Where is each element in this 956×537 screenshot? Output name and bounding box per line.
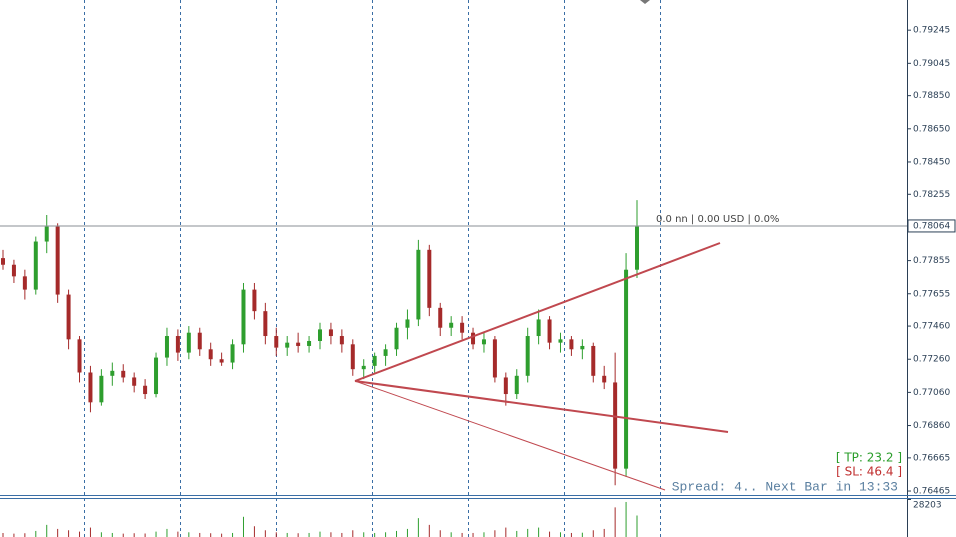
status-text: Spread: 4.. Next Bar in 13:33 [672, 479, 898, 494]
candle-body [558, 339, 563, 343]
candle-body [110, 370, 115, 376]
candle-body [186, 332, 191, 353]
y-tick-label: 0.77655 [913, 289, 950, 299]
tp-label: [ TP: 23.2 ] [836, 451, 902, 465]
plot: 0.79245 0.79045 0.78850 0.78650 0.78450 0.782… [0, 26, 956, 537]
y-tick-label: 0.76465 [913, 487, 950, 497]
candle-body [99, 375, 104, 403]
candle-body [252, 289, 257, 312]
candle-body [372, 355, 377, 366]
candle-body [197, 332, 202, 350]
y-tick-label: 0.77260 [913, 355, 950, 365]
candle-body [318, 329, 322, 341]
candle-body [525, 336, 530, 376]
candle-body [77, 339, 82, 373]
candle-body [307, 340, 312, 346]
candle-body [405, 319, 410, 328]
candle-body [514, 375, 519, 395]
candle-body [33, 241, 38, 290]
candle-body [427, 249, 432, 308]
trendline [354, 242, 721, 382]
candle-body [88, 372, 93, 403]
candle-body [55, 226, 60, 295]
candle-body [175, 336, 180, 353]
last-price-box [907, 219, 956, 233]
candle-body [460, 322, 465, 333]
candle-body [350, 344, 355, 370]
candle-body [383, 349, 388, 356]
candle-body [503, 377, 508, 395]
candle-body [143, 385, 148, 395]
candle-body [154, 357, 159, 395]
candle-body [219, 359, 224, 363]
candle-body [481, 339, 486, 345]
candle-body [580, 345, 585, 350]
trendlines [354, 242, 729, 491]
candle-body [339, 336, 344, 345]
y-tick-label: 0.77855 [913, 256, 950, 266]
y-tick-label: 0.76860 [913, 421, 950, 431]
candle-body [635, 226, 639, 270]
y-tick-label: 0.79245 [913, 26, 950, 36]
candle-body [44, 226, 49, 242]
candle-body [11, 264, 16, 277]
candle-body [613, 382, 618, 469]
candle-body [449, 322, 454, 328]
candle-body [624, 269, 629, 469]
y-tick-label: 0.76665 [913, 453, 950, 463]
candle-body [438, 307, 443, 328]
candle-body [121, 370, 126, 378]
trendline [354, 380, 729, 433]
volume-tick-label: 28203 [913, 501, 942, 511]
y-tick-label: 0.78850 [913, 91, 950, 101]
candle-body [471, 332, 476, 345]
y-tick-label: 0.78255 [913, 190, 950, 200]
candle-body [164, 336, 169, 358]
candle-body [285, 342, 290, 348]
candle-body [416, 249, 421, 320]
marker-diamond [640, 0, 650, 4]
candle-body [569, 339, 574, 350]
candle-body [66, 294, 71, 340]
y-tick-label: 0.78450 [913, 157, 950, 167]
candle-body [22, 276, 27, 290]
candle-body [208, 349, 213, 360]
candle-body [547, 319, 552, 343]
sl-label: [ SL: 46.4 ] [836, 465, 902, 479]
trendline [354, 380, 666, 491]
candle-body [1, 258, 5, 265]
candle-body [591, 345, 596, 376]
candle-body [328, 329, 333, 337]
candle-body [394, 327, 399, 350]
candle-body [132, 377, 137, 386]
candle-body [602, 375, 607, 383]
y-tick-label: 0.79045 [913, 59, 950, 69]
y-tick-label: 0.78650 [913, 124, 950, 134]
candle-body [492, 339, 497, 378]
candle-body [230, 344, 235, 363]
y-tick-label: 0.77460 [913, 322, 950, 332]
y-tick-label: 0.77060 [913, 388, 950, 398]
info-text: 0.0 nn | 0.00 USD | 0.0% [656, 214, 779, 225]
candle-body [274, 336, 279, 348]
last-price-label: 0.78064 [913, 221, 950, 231]
candle-body [241, 289, 246, 345]
candle-body [361, 365, 366, 370]
candle-body [296, 342, 301, 346]
candle-body [263, 311, 268, 337]
candle-body [536, 319, 541, 337]
